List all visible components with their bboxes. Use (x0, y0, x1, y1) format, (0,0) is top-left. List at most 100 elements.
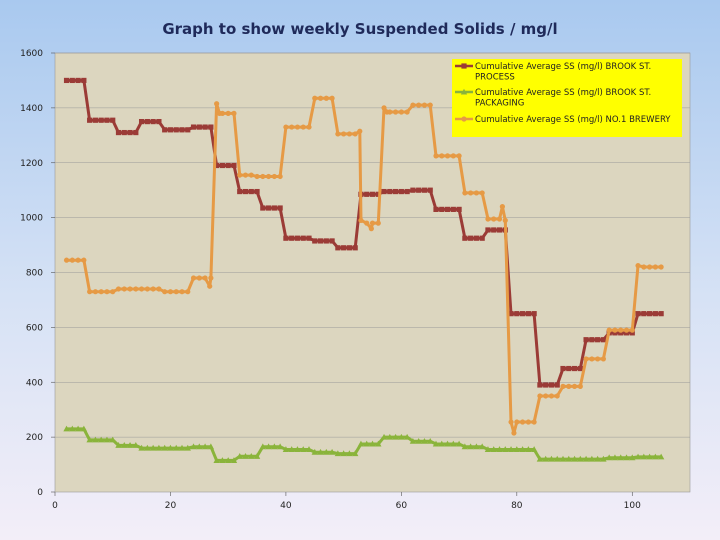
data-point (155, 444, 163, 451)
data-point (346, 131, 353, 137)
data-point (571, 365, 578, 372)
data-point (184, 444, 191, 451)
data-point (341, 131, 347, 137)
data-point (502, 446, 509, 452)
series-1 (63, 425, 665, 463)
y-tick-label: 1200 (20, 159, 43, 169)
data-point (450, 153, 456, 159)
data-point (179, 289, 185, 295)
data-point (525, 419, 531, 425)
data-point (214, 101, 220, 107)
data-point (479, 190, 485, 196)
data-point (560, 383, 566, 389)
data-point (623, 330, 630, 336)
data-point (392, 188, 399, 195)
x-axis-ticks: 0 20 40 60 80 100 (52, 492, 641, 511)
data-point (416, 102, 422, 108)
data-point (392, 433, 399, 440)
data-point (109, 436, 116, 443)
data-point (543, 393, 549, 399)
data-point (369, 220, 376, 226)
data-point (438, 440, 445, 447)
data-point (652, 311, 658, 317)
data-point (132, 442, 140, 448)
data-point (496, 216, 503, 222)
data-point (600, 455, 607, 462)
data-point (260, 205, 266, 211)
legend-label: Cumulative Average SS (mg/l) NO.1 BREWER… (475, 115, 671, 125)
x-tick-label: 0 (52, 501, 58, 511)
data-point (421, 187, 428, 193)
data-point (554, 382, 560, 388)
data-point (577, 365, 583, 372)
data-point (300, 235, 306, 241)
data-point (253, 453, 261, 459)
data-point (565, 455, 572, 462)
x-tick-label: 40 (280, 501, 292, 511)
data-point (104, 117, 110, 123)
data-point (542, 455, 549, 462)
data-point (276, 443, 284, 450)
data-point (491, 227, 497, 233)
data-point (110, 117, 116, 123)
data-point (531, 419, 537, 425)
data-point (652, 264, 658, 270)
data-point (531, 311, 537, 317)
data-point (548, 455, 555, 462)
data-point (69, 77, 75, 84)
data-point (185, 289, 191, 295)
data-point (219, 162, 226, 169)
data-point (450, 206, 456, 212)
data-point (657, 453, 665, 460)
data-point (490, 446, 497, 452)
data-point (127, 286, 133, 292)
data-point (499, 204, 505, 210)
data-point (473, 190, 480, 196)
data-point (548, 393, 555, 399)
data-point (173, 127, 179, 133)
data-point (357, 128, 363, 134)
data-point (577, 383, 583, 389)
data-point (427, 437, 434, 444)
data-point (179, 127, 185, 133)
y-tick-label: 1400 (20, 104, 43, 114)
data-point (282, 446, 290, 452)
data-point (485, 216, 491, 222)
data-point (75, 77, 81, 84)
data-point (248, 188, 254, 195)
data-point (473, 443, 480, 450)
data-point (658, 264, 664, 270)
data-point (629, 330, 635, 336)
data-point (305, 446, 313, 452)
data-point (167, 289, 174, 295)
data-point (121, 129, 127, 136)
legend-label: Cumulative Average SS (mg/l) BROOK ST. PA… (475, 88, 651, 109)
data-point (421, 437, 428, 444)
data-point (294, 124, 301, 130)
data-point (605, 454, 613, 461)
data-point (358, 217, 364, 223)
data-point (289, 124, 295, 130)
y-tick-label: 1000 (20, 214, 43, 224)
data-point (513, 446, 521, 452)
data-point (190, 275, 197, 281)
data-point (641, 311, 647, 317)
data-point (138, 444, 145, 451)
data-point (260, 173, 266, 180)
series-0 (63, 77, 664, 388)
data-point (600, 337, 607, 343)
data-point (455, 440, 463, 447)
data-point (640, 453, 648, 460)
data-point (237, 188, 243, 195)
data-point (444, 206, 451, 212)
legend-label-line: PROCESS (475, 73, 515, 83)
data-point (306, 124, 312, 130)
data-point (329, 95, 335, 101)
data-point (467, 443, 474, 450)
data-point (484, 446, 492, 452)
data-point (369, 191, 376, 197)
data-point (317, 448, 324, 455)
data-point (566, 365, 572, 372)
data-point (185, 127, 191, 133)
